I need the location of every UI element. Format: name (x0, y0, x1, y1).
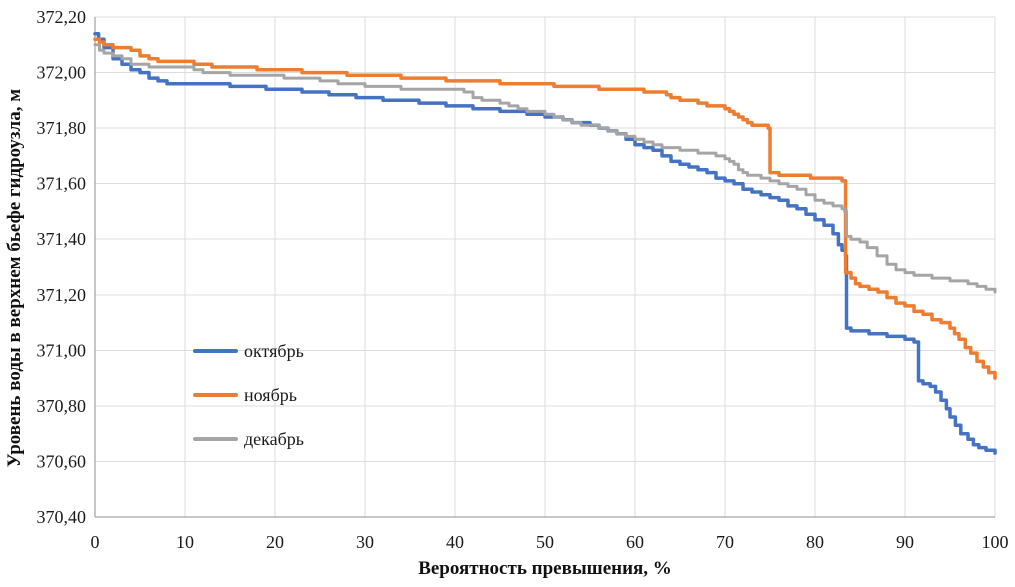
x-tick-label-30: 30 (356, 532, 374, 552)
legend-label-november: ноябрь (244, 384, 297, 405)
x-axis-title: Вероятность превышения, % (418, 558, 672, 579)
series-line-november (93, 37, 997, 380)
x-tick-label-100: 100 (982, 532, 1009, 552)
x-tick-label-20: 20 (266, 532, 284, 552)
x-tick-label-40: 40 (446, 532, 464, 552)
chart-legend: октябрь ноябрь декабрь (193, 329, 304, 461)
legend-line-october-icon (193, 349, 238, 353)
legend-line-november-icon (193, 393, 238, 397)
legend-line-december-icon (193, 437, 238, 441)
x-tick-label-80: 80 (806, 532, 824, 552)
x-tick-label-0: 0 (91, 532, 100, 552)
y-tick-label-371,40: 371,40 (37, 229, 87, 249)
y-tick-label-370,40: 370,40 (37, 507, 87, 527)
y-axis-title: Уровень воды в верхнем бьефе гидроузла, … (4, 88, 25, 468)
x-tick-label-70: 70 (716, 532, 734, 552)
legend-item-december: декабрь (193, 417, 304, 461)
y-tick-label-371,00: 371,00 (37, 340, 87, 360)
legend-item-november: ноябрь (193, 373, 304, 417)
legend-item-october: октябрь (193, 329, 304, 373)
y-tick-label-371,80: 371,80 (37, 118, 87, 138)
legend-label-december: декабрь (244, 428, 304, 449)
y-tick-label-371,20: 371,20 (37, 285, 87, 305)
series-line-december (93, 43, 997, 294)
x-tick-label-10: 10 (176, 532, 194, 552)
x-tick-label-90: 90 (896, 532, 914, 552)
x-tick-label-60: 60 (626, 532, 644, 552)
y-tick-label-370,80: 370,80 (37, 396, 87, 416)
y-tick-label-371,60: 371,60 (37, 174, 87, 194)
y-tick-label-372,20: 372,20 (37, 7, 87, 27)
legend-label-october: октябрь (244, 340, 304, 361)
y-tick-label-372,00: 372,00 (37, 63, 87, 83)
series-line-october (93, 31, 997, 455)
y-tick-label-370,60: 370,60 (37, 451, 87, 471)
x-tick-label-50: 50 (536, 532, 554, 552)
